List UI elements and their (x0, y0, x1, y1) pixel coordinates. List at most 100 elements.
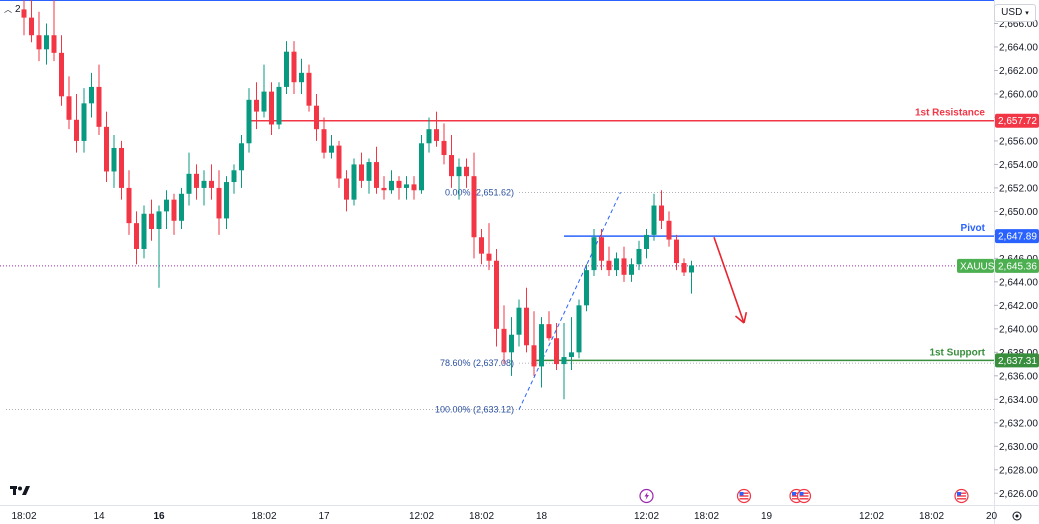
fib-level-label: 0.00% (2,651.62) (445, 187, 514, 197)
candle (546, 311, 552, 341)
candle (404, 176, 409, 200)
y-tick-label: 2,660.00 (999, 89, 1038, 100)
candle (621, 246, 627, 282)
candle (651, 193, 657, 241)
level-label: 1st Support (929, 347, 985, 358)
y-tick-label: 2,654.00 (999, 160, 1038, 171)
candle (126, 170, 132, 235)
gear-icon[interactable] (1012, 511, 1022, 521)
indicator-toggle[interactable]: ︿ 2 (4, 4, 21, 15)
candle (681, 258, 687, 276)
currency-selector[interactable]: USD ▾ (994, 4, 1036, 22)
candle (89, 72, 94, 118)
candle (659, 190, 664, 230)
candle (201, 170, 207, 206)
tradingview-logo-icon (10, 486, 30, 495)
y-tick-label: 2,626.00 (999, 489, 1038, 500)
y-tick-label: 2,650.00 (999, 207, 1038, 218)
candle (224, 176, 229, 230)
candle (449, 135, 454, 188)
candle (321, 117, 327, 159)
y-tick-label: 2,656.00 (999, 136, 1038, 147)
x-tick-label: 19 (761, 511, 773, 522)
candle (171, 193, 177, 235)
currency-label: USD (1001, 7, 1023, 18)
y-tick-label: 2,644.00 (999, 277, 1038, 288)
candle (441, 123, 447, 165)
candle (516, 299, 522, 347)
candle (351, 158, 357, 206)
indicator-count: 2 (15, 4, 21, 15)
y-tick-label: 2,652.00 (999, 183, 1038, 194)
candle (561, 322, 567, 400)
candle (104, 111, 109, 183)
candle (411, 176, 417, 200)
level-label: Pivot (961, 223, 986, 234)
fib-trend-line[interactable] (518, 192, 621, 410)
x-tick-label: 18:02 (694, 511, 719, 522)
candle (531, 311, 537, 376)
x-tick-label: 20 (986, 511, 998, 522)
candle (426, 117, 432, 153)
candle (164, 190, 169, 230)
y-tick-label: 2,638.00 (999, 348, 1038, 359)
candle (584, 264, 589, 312)
candle (261, 64, 267, 118)
candle (66, 76, 72, 130)
us-flag-icon[interactable] (954, 488, 969, 504)
candle (509, 317, 514, 376)
x-tick-label: 18:02 (11, 511, 36, 522)
candle (464, 158, 469, 188)
candle (486, 223, 492, 271)
x-tick-label: 14 (93, 511, 105, 522)
x-tick-label: 18 (536, 511, 548, 522)
chevron-up-icon: ︿ (4, 5, 12, 14)
x-tick-label: 16 (153, 511, 165, 522)
candle (186, 152, 192, 206)
candle (231, 164, 237, 194)
candle (149, 199, 154, 241)
candle (276, 82, 282, 130)
candle (179, 187, 184, 230)
candle (389, 170, 394, 194)
candle (644, 229, 649, 259)
candle (299, 58, 304, 94)
candle (141, 205, 147, 259)
us-flag-icon[interactable] (736, 488, 752, 504)
candle (329, 135, 334, 159)
candle (51, 0, 57, 62)
y-tick-label: 2,642.00 (999, 301, 1038, 312)
candle (419, 135, 424, 194)
svg-text:2,647.89: 2,647.89 (998, 232, 1037, 243)
candle (156, 205, 162, 288)
level-price-badge: 2,637.31 (995, 353, 1039, 368)
candle (381, 176, 387, 200)
projection-arrow[interactable] (713, 236, 748, 324)
candle (366, 158, 372, 194)
chevron-down-icon: ▾ (1025, 10, 1029, 17)
candle (21, 0, 27, 36)
svg-text:2,637.31: 2,637.31 (998, 356, 1037, 367)
candle (599, 229, 604, 271)
y-tick-label: 2,640.00 (999, 324, 1038, 335)
candle (194, 164, 199, 200)
x-tick-label: 12:02 (634, 511, 659, 522)
candle (291, 41, 297, 94)
candle (666, 211, 672, 247)
candle (216, 170, 222, 235)
candle (591, 229, 597, 276)
y-tick-label: 2,636.00 (999, 371, 1038, 382)
candle (456, 158, 462, 200)
candle (471, 152, 477, 259)
candle (284, 41, 289, 94)
candle (396, 176, 402, 200)
us-flag-icon[interactable] (796, 488, 812, 504)
candle (239, 135, 244, 188)
lightning-icon[interactable] (639, 488, 654, 504)
candle (336, 140, 342, 188)
candle (344, 170, 349, 212)
candle (374, 146, 379, 194)
candle (569, 317, 574, 370)
